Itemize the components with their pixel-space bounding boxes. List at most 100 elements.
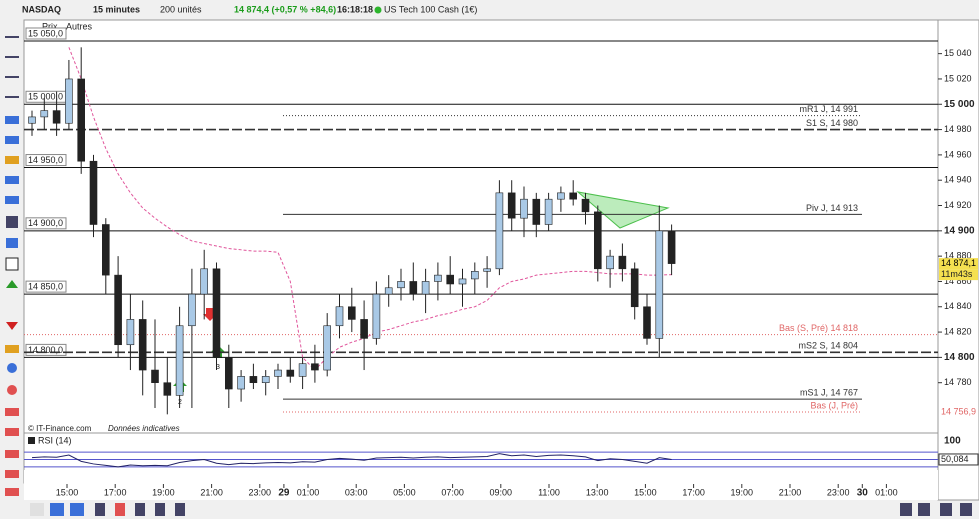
symbol[interactable]: NASDAQ [22,4,61,14]
candle-body [102,224,110,276]
level-label: 15 050,0 [28,28,63,38]
toolbar [0,0,979,20]
candle-body [421,281,430,295]
candle-body [360,319,368,339]
candle-body [89,160,98,225]
x-tick-label: 17:00 [104,487,127,497]
candle-body [483,268,491,272]
candle-body [311,363,319,371]
footer: Données indicatives [108,424,180,433]
bottom-toolbar [0,500,979,519]
level-box [25,280,67,293]
y-tick-label: 14 960 [944,149,972,159]
x-tick-label: 07:00 [441,487,464,497]
candle-body [630,268,639,308]
candle-body [643,306,651,339]
candle-body [298,363,307,377]
rsi-tick-label: 100 [944,436,961,447]
triangle-pattern [576,191,670,229]
x-tick-label: 05:00 [393,487,416,497]
level-label: mR1 J, 14 991 [799,104,858,114]
candle-body [409,281,418,295]
level-box [25,217,67,230]
x-tick-label: 30 [857,488,869,499]
level-label: 14 950,0 [28,155,63,165]
plot-area [23,19,939,434]
candle-body [200,268,208,295]
level-box [25,343,67,356]
x-tick-label: 15:00 [56,487,79,497]
candle-body [347,306,356,320]
candle-body [470,271,479,280]
candle-body [40,110,49,118]
rsi-legend-swatch [28,437,35,444]
price-tag [939,406,978,418]
level-label: Bas (S, Pré) 14 818 [779,323,858,333]
candle-body [188,293,196,327]
candle-body [544,198,553,225]
candle-body [77,78,85,162]
candle-body [274,369,282,377]
tab[interactable]: Prix [42,21,58,31]
candle-body [532,198,541,225]
period[interactable]: 15 minutes [93,4,140,14]
x-tick-label: 11:00 [538,487,560,497]
candle-body [65,78,73,124]
quote: 14 874,4 (+0,57 % +84,6) [234,4,336,14]
marker-label: 3 [216,364,220,371]
moving-average [68,47,672,371]
x-tick-label: 09:00 [490,487,513,497]
x-tick-label: 13:00 [586,487,609,497]
y-tick-label: 14 860 [944,276,972,286]
candle-body [593,211,602,270]
y-tick-label: 14 900 [944,225,975,236]
candle-body [384,287,393,295]
x-tick-label: 01:00 [875,487,898,497]
rsi-tag [938,453,979,466]
candle-body [237,376,245,390]
candle-body [458,278,467,285]
candle-body [446,274,455,285]
candle-body [618,255,627,270]
price-tag [939,258,978,270]
candle-body [434,274,442,282]
level-label: S1 S, 14 980 [806,118,858,128]
level-label: 14 800,0 [28,345,63,355]
y-tick-label: 14 800 [944,352,975,363]
footer: © IT-Finance.com [28,424,92,433]
level-label: Piv J, 14 913 [806,203,858,213]
candle-body [126,319,135,346]
level-label: mS1 J, 14 767 [800,388,858,398]
x-tick-label: 15:00 [634,487,657,497]
candle-body [212,268,221,358]
candle-body [138,319,147,371]
y-tick-label: 14 980 [944,124,972,134]
y-tick-label: 15 020 [944,73,972,83]
candle-body [163,382,172,396]
candle-body [335,306,344,327]
time-axis [24,470,938,500]
candle-body [225,357,233,390]
price-tag-label: 14 874,1 [941,258,976,268]
clock: 16:18:18 [337,4,373,14]
rsi-tag-label: 50,084 [941,454,969,464]
candle-body [569,192,578,200]
candle-body [581,198,590,213]
y-tick-label: 14 820 [944,326,972,336]
candle-body [175,325,184,396]
candle-body [655,230,664,339]
y-tick-label: 14 780 [944,377,972,387]
marker-label: 2 [178,399,182,406]
level-label: mS2 S, 14 804 [798,341,858,351]
y-tick-label: 15 000 [944,99,975,110]
tab[interactable]: Autres [66,21,93,31]
x-tick-label: 19:00 [731,487,754,497]
units[interactable]: 200 unités [160,4,202,14]
candle-body [667,230,676,264]
x-tick-label: 21:00 [779,487,802,497]
status-dot [374,6,382,14]
y-tick-label: 15 040 [944,48,972,58]
x-tick-label: 03:00 [345,487,368,497]
x-tick-label: 23:00 [827,487,850,497]
